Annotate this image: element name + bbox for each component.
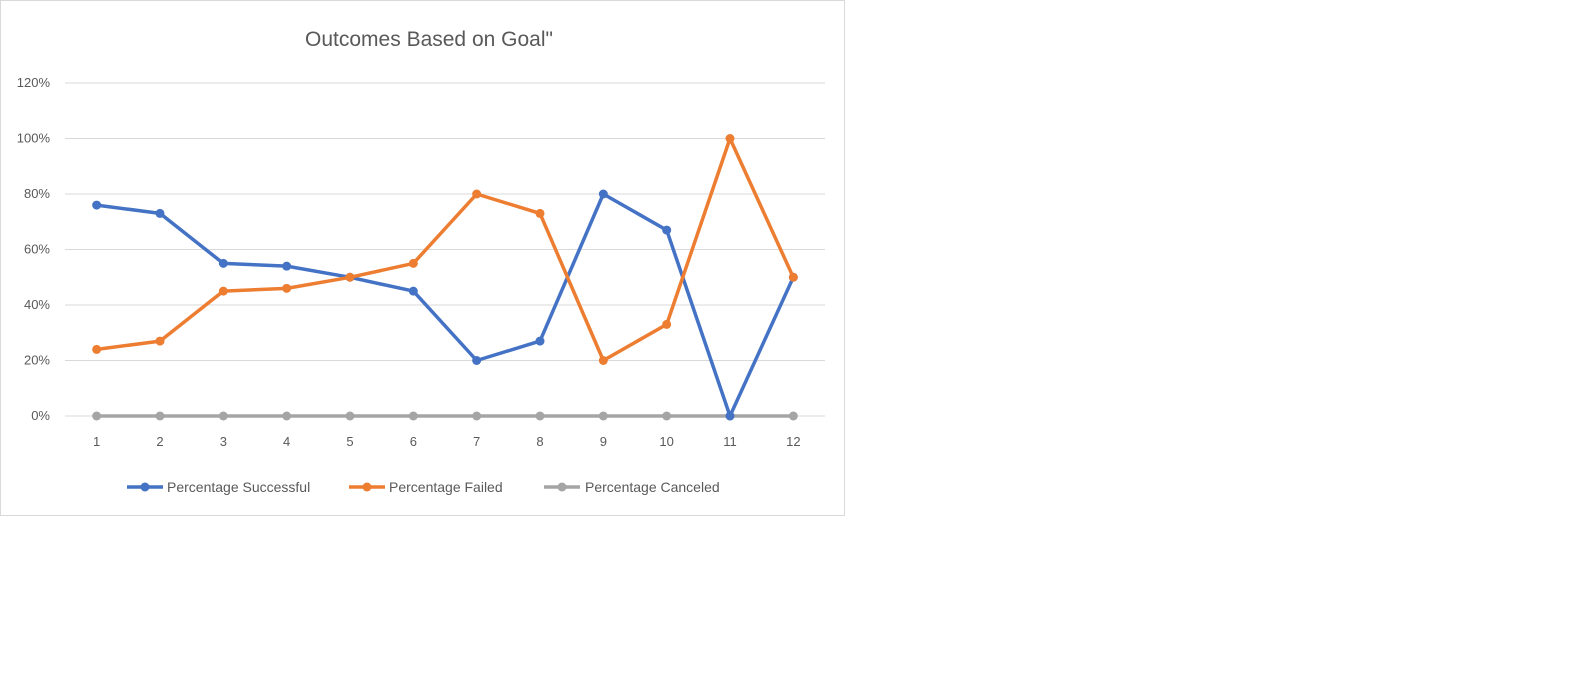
- x-tick-label: 9: [600, 434, 607, 449]
- legend-label: Percentage Canceled: [585, 479, 720, 495]
- legend-swatch-marker: [557, 482, 567, 492]
- data-point: [725, 411, 735, 421]
- series-2: [92, 411, 798, 421]
- data-point: [472, 411, 482, 421]
- legend-item: Percentage Canceled: [544, 479, 720, 495]
- data-point: [535, 336, 545, 346]
- legend-item: Percentage Failed: [349, 479, 503, 495]
- y-tick-label: 0%: [31, 408, 50, 423]
- data-point: [535, 411, 545, 421]
- series-0: [92, 189, 798, 421]
- data-point: [662, 319, 672, 329]
- data-point: [598, 189, 608, 199]
- series-line: [94, 136, 796, 363]
- x-tick-label: 5: [346, 434, 353, 449]
- x-tick-label: 4: [283, 434, 290, 449]
- data-point: [472, 189, 482, 199]
- x-tick-label: 6: [410, 434, 417, 449]
- data-point: [788, 411, 798, 421]
- legend: Percentage Successful Percentage Failed Pe…: [127, 479, 720, 495]
- chart-container: Outcomes Based on Goal" 0% 20% 40% 60% 80% 10…: [0, 0, 845, 516]
- legend-label: Percentage Failed: [389, 479, 503, 495]
- x-tick-label: 1: [93, 434, 100, 449]
- x-tick-label: 12: [786, 434, 800, 449]
- series-1: [92, 134, 798, 365]
- data-point: [662, 225, 672, 235]
- x-tick-label: 3: [220, 434, 227, 449]
- data-point: [408, 286, 418, 296]
- y-tick-label: 100%: [17, 131, 51, 146]
- legend-label: Percentage Successful: [167, 479, 310, 495]
- data-point: [598, 411, 608, 421]
- x-tick-label: 7: [473, 434, 480, 449]
- x-tick-label: 10: [659, 434, 673, 449]
- y-tick-label: 20%: [24, 353, 50, 368]
- data-point: [408, 258, 418, 268]
- x-tick-label: 8: [536, 434, 543, 449]
- data-series: [92, 134, 798, 421]
- data-point: [662, 411, 672, 421]
- legend-item: Percentage Successful: [127, 479, 310, 495]
- data-point: [218, 258, 228, 268]
- chart-title: Outcomes Based on Goal": [305, 28, 553, 51]
- data-point: [92, 411, 102, 421]
- y-tick-label: 120%: [17, 75, 51, 90]
- y-tick-label: 40%: [24, 297, 50, 312]
- data-point: [725, 134, 735, 143]
- data-point: [218, 411, 228, 421]
- legend-swatch-marker: [140, 482, 150, 492]
- series-line: [94, 192, 796, 418]
- x-axis-tick-labels: 1 2 3 4 5 6 7 8 9 10 11 12: [93, 434, 801, 449]
- data-point: [788, 272, 798, 282]
- data-point: [218, 286, 228, 296]
- y-tick-label: 80%: [24, 186, 50, 201]
- data-point: [282, 411, 292, 421]
- x-tick-label: 2: [156, 434, 163, 449]
- data-point: [282, 283, 292, 293]
- data-point: [598, 356, 608, 365]
- data-point: [535, 208, 545, 218]
- data-point: [92, 344, 102, 354]
- data-point: [345, 411, 355, 421]
- gridlines: [65, 82, 825, 417]
- data-point: [472, 356, 482, 365]
- data-point: [282, 261, 292, 271]
- y-axis-tick-labels: 0% 20% 40% 60% 80% 100% 120%: [17, 75, 51, 423]
- data-point: [155, 411, 165, 421]
- line-chart: Outcomes Based on Goal" 0%20%40%60%80%10…: [17, 28, 825, 495]
- data-point: [155, 336, 165, 346]
- y-tick-label: 60%: [24, 242, 50, 257]
- data-point: [92, 200, 102, 210]
- data-point: [408, 411, 418, 421]
- data-point: [155, 208, 165, 218]
- data-point: [345, 272, 355, 282]
- x-tick-label: 11: [723, 434, 737, 449]
- legend-swatch-marker: [362, 482, 372, 492]
